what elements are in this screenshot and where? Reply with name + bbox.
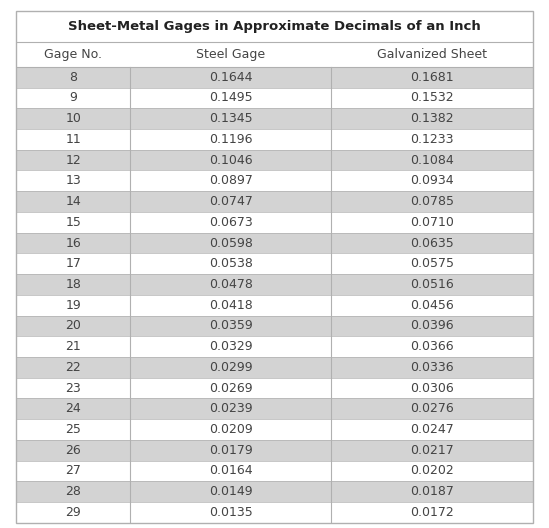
Text: 0.0710: 0.0710 <box>410 216 454 229</box>
Text: 0.0897: 0.0897 <box>209 174 253 187</box>
Text: 24: 24 <box>65 402 81 415</box>
Text: 0.1084: 0.1084 <box>410 154 454 167</box>
Text: 17: 17 <box>65 257 81 270</box>
Text: 0.0172: 0.0172 <box>410 506 454 519</box>
Text: 0.0135: 0.0135 <box>209 506 253 519</box>
Text: 0.0179: 0.0179 <box>209 444 253 457</box>
Text: 29: 29 <box>65 506 81 519</box>
Bar <box>16 336 533 357</box>
Text: 18: 18 <box>65 278 81 291</box>
Bar <box>16 482 533 502</box>
Text: 0.0149: 0.0149 <box>209 485 253 498</box>
Text: 0.0418: 0.0418 <box>209 299 253 312</box>
Text: 0.0538: 0.0538 <box>209 257 253 270</box>
Text: 23: 23 <box>65 382 81 394</box>
Bar <box>16 502 533 523</box>
Bar <box>16 11 533 42</box>
Text: 13: 13 <box>65 174 81 187</box>
Bar <box>16 191 533 212</box>
Text: 0.1681: 0.1681 <box>410 71 453 84</box>
Text: 22: 22 <box>65 361 81 374</box>
Bar <box>16 212 533 233</box>
Bar <box>16 108 533 129</box>
Bar <box>16 357 533 378</box>
Text: 0.0187: 0.0187 <box>410 485 454 498</box>
Text: 0.1532: 0.1532 <box>410 91 453 105</box>
Bar <box>16 399 533 419</box>
Text: 0.0598: 0.0598 <box>209 237 253 250</box>
Text: 0.0359: 0.0359 <box>209 319 253 333</box>
Text: Steel Gage: Steel Gage <box>196 48 265 61</box>
Text: 0.0202: 0.0202 <box>410 465 454 477</box>
Bar <box>16 378 533 399</box>
Text: 0.0478: 0.0478 <box>209 278 253 291</box>
Bar <box>16 316 533 336</box>
Text: 21: 21 <box>65 340 81 353</box>
Text: 0.0673: 0.0673 <box>209 216 253 229</box>
Bar <box>16 42 533 67</box>
Text: 0.1196: 0.1196 <box>209 133 253 146</box>
Text: 12: 12 <box>65 154 81 167</box>
Text: 0.0247: 0.0247 <box>410 423 454 436</box>
Text: 19: 19 <box>65 299 81 312</box>
Text: 0.0329: 0.0329 <box>209 340 253 353</box>
Text: 20: 20 <box>65 319 81 333</box>
Bar <box>16 440 533 460</box>
Text: 0.0635: 0.0635 <box>410 237 454 250</box>
Bar <box>16 460 533 482</box>
Text: Sheet-Metal Gages in Approximate Decimals of an Inch: Sheet-Metal Gages in Approximate Decimal… <box>68 20 481 33</box>
Text: 0.0276: 0.0276 <box>410 402 454 415</box>
Text: 0.0516: 0.0516 <box>410 278 454 291</box>
Text: 0.1046: 0.1046 <box>209 154 253 167</box>
Bar <box>16 295 533 316</box>
Text: 0.0217: 0.0217 <box>410 444 454 457</box>
Text: 8: 8 <box>69 71 77 84</box>
Text: 0.0747: 0.0747 <box>209 195 253 208</box>
Bar <box>16 233 533 253</box>
Text: 0.0934: 0.0934 <box>410 174 453 187</box>
Bar <box>16 150 533 171</box>
Text: 0.0164: 0.0164 <box>209 465 253 477</box>
Text: 0.0336: 0.0336 <box>410 361 453 374</box>
Text: 9: 9 <box>69 91 77 105</box>
Text: 0.0575: 0.0575 <box>410 257 454 270</box>
Text: 26: 26 <box>65 444 81 457</box>
Text: 0.0396: 0.0396 <box>410 319 453 333</box>
Text: 0.0785: 0.0785 <box>410 195 454 208</box>
Text: 0.0269: 0.0269 <box>209 382 253 394</box>
Text: 0.0366: 0.0366 <box>410 340 453 353</box>
Bar <box>16 129 533 150</box>
Bar <box>16 171 533 191</box>
Text: Galvanized Sheet: Galvanized Sheet <box>377 48 487 61</box>
Text: 0.0299: 0.0299 <box>209 361 253 374</box>
Text: 25: 25 <box>65 423 81 436</box>
Text: 0.0209: 0.0209 <box>209 423 253 436</box>
Text: 0.0456: 0.0456 <box>410 299 454 312</box>
Text: Gage No.: Gage No. <box>44 48 102 61</box>
Bar <box>16 253 533 274</box>
Text: 15: 15 <box>65 216 81 229</box>
Text: 0.1233: 0.1233 <box>410 133 453 146</box>
Bar <box>16 419 533 440</box>
Text: 16: 16 <box>65 237 81 250</box>
Text: 10: 10 <box>65 112 81 125</box>
Bar <box>16 67 533 88</box>
Text: 14: 14 <box>65 195 81 208</box>
Text: 11: 11 <box>65 133 81 146</box>
Bar <box>16 274 533 295</box>
Text: 0.1345: 0.1345 <box>209 112 253 125</box>
Text: 0.1495: 0.1495 <box>209 91 253 105</box>
Text: 0.1644: 0.1644 <box>209 71 253 84</box>
Bar <box>16 88 533 108</box>
Text: 0.0306: 0.0306 <box>410 382 454 394</box>
Text: 27: 27 <box>65 465 81 477</box>
Text: 0.0239: 0.0239 <box>209 402 253 415</box>
Text: 0.1382: 0.1382 <box>410 112 453 125</box>
Text: 28: 28 <box>65 485 81 498</box>
